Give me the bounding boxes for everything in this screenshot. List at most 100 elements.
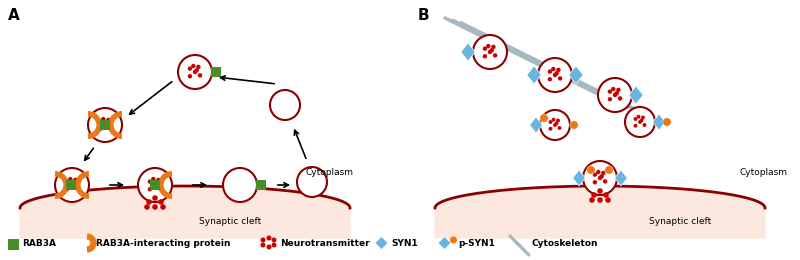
Circle shape [639,119,643,122]
Bar [150,180,160,190]
Circle shape [548,77,552,81]
Circle shape [154,181,159,186]
Circle shape [88,108,122,142]
Polygon shape [653,114,666,130]
Circle shape [71,181,76,186]
Circle shape [618,96,622,101]
Bar [8,238,19,250]
Circle shape [261,237,266,243]
Circle shape [261,243,266,248]
Text: Cytoplasm: Cytoplasm [740,167,788,177]
Circle shape [160,204,166,210]
Circle shape [271,243,277,248]
Circle shape [611,87,615,91]
Polygon shape [573,170,586,186]
Circle shape [178,55,212,89]
Bar [211,67,221,77]
Circle shape [551,67,555,71]
Text: p-SYN1: p-SYN1 [458,238,495,248]
Circle shape [191,64,195,68]
Circle shape [493,53,498,58]
Circle shape [148,179,152,184]
Polygon shape [569,66,583,84]
Circle shape [198,73,202,78]
Text: RAB3A-interacting protein: RAB3A-interacting protein [96,238,230,248]
Circle shape [662,118,671,126]
Polygon shape [461,43,475,61]
Circle shape [597,197,602,203]
Circle shape [196,65,201,69]
Circle shape [266,236,271,240]
Circle shape [556,119,560,122]
Circle shape [482,54,487,58]
Circle shape [598,176,602,180]
Circle shape [68,177,73,181]
Text: Synaptic cleft: Synaptic cleft [649,218,711,226]
Circle shape [98,119,102,124]
Circle shape [75,186,79,191]
Circle shape [551,118,555,122]
Circle shape [106,118,110,122]
Circle shape [553,123,557,127]
Circle shape [553,73,558,77]
Circle shape [73,178,78,182]
Circle shape [486,44,490,48]
Circle shape [491,45,496,49]
Circle shape [558,76,562,81]
Circle shape [616,88,621,92]
Circle shape [608,97,612,101]
Circle shape [55,168,89,202]
Circle shape [271,237,277,243]
Polygon shape [530,117,542,133]
Text: Synaptic cleft: Synaptic cleft [199,218,261,226]
Circle shape [188,66,192,71]
Circle shape [152,204,158,210]
Circle shape [70,183,74,187]
Circle shape [488,50,492,54]
Circle shape [554,71,559,75]
Circle shape [549,120,553,124]
Circle shape [223,168,257,202]
Circle shape [642,123,646,127]
Circle shape [638,120,642,124]
Polygon shape [629,86,643,104]
Circle shape [570,121,578,129]
Polygon shape [435,186,765,238]
Circle shape [634,117,638,121]
Circle shape [598,78,632,112]
Circle shape [641,115,645,119]
Circle shape [158,186,162,191]
Polygon shape [375,237,388,250]
Polygon shape [20,186,350,238]
Text: RAB3A: RAB3A [22,238,56,248]
Circle shape [102,123,107,127]
Circle shape [603,179,607,184]
Circle shape [194,68,199,73]
Circle shape [614,91,619,95]
Circle shape [554,122,558,126]
Circle shape [188,74,192,79]
Circle shape [266,244,271,250]
Circle shape [138,168,172,202]
Circle shape [593,180,597,184]
Circle shape [589,197,594,203]
Circle shape [152,195,158,201]
Bar [256,180,266,190]
Circle shape [153,183,158,187]
Circle shape [558,126,562,130]
Circle shape [548,69,552,74]
Circle shape [583,161,617,195]
Circle shape [538,58,572,92]
Circle shape [156,178,161,182]
Circle shape [148,187,152,191]
Circle shape [490,48,494,53]
Circle shape [591,192,597,198]
Text: Neurotransmitter: Neurotransmitter [280,238,370,248]
Text: Cytoplasm: Cytoplasm [305,167,353,177]
Circle shape [65,187,69,191]
Circle shape [634,124,638,128]
Circle shape [151,177,155,181]
Circle shape [98,127,102,132]
Circle shape [146,199,152,205]
Polygon shape [526,66,541,84]
